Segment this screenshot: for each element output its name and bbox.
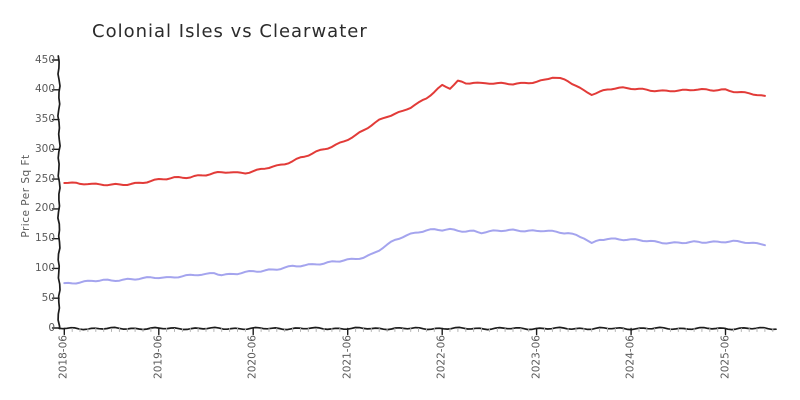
y-tick-label: 450 <box>34 53 55 66</box>
y-tick-label: 250 <box>34 172 55 185</box>
series-line-clearwater <box>63 227 766 285</box>
y-tick-label: 0 <box>48 321 55 334</box>
x-tick-label: 2020-06 <box>246 335 259 379</box>
x-tick-label: 2019-06 <box>152 335 165 379</box>
x-tick-label: 2018-06 <box>57 335 70 379</box>
series-line-colonial-isles <box>63 76 766 187</box>
y-axis-line <box>57 55 61 330</box>
y-tick-label: 400 <box>34 83 55 96</box>
x-tick-label: 2023-06 <box>530 335 543 379</box>
chart-title: Colonial Isles vs Clearwater <box>92 21 368 42</box>
y-tick-label: 100 <box>34 261 55 274</box>
y-tick-label: 300 <box>34 142 55 155</box>
y-tick-label: 200 <box>34 202 55 215</box>
x-tick-label: 2025-06 <box>719 335 731 379</box>
x-tick-label: 2021-06 <box>341 335 354 379</box>
x-tick-label: 2024-06 <box>624 335 637 379</box>
y-tick-label: 350 <box>34 113 55 126</box>
y-tick-label: 150 <box>34 232 55 245</box>
x-tick-label: 2022-06 <box>435 335 448 379</box>
y-tick-label: 50 <box>41 291 55 304</box>
x-axis-line <box>58 326 777 331</box>
